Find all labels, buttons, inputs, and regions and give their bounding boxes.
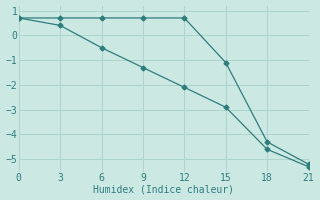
X-axis label: Humidex (Indice chaleur): Humidex (Indice chaleur) (93, 184, 234, 194)
